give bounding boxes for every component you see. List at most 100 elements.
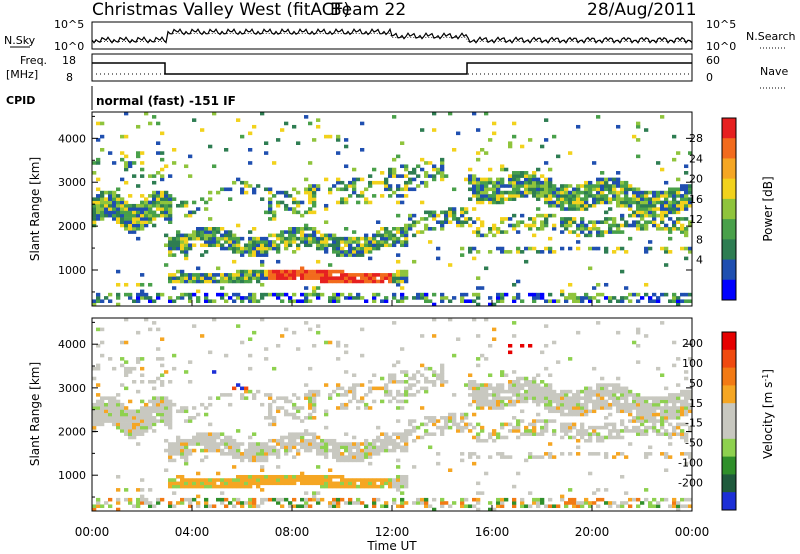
- heatmap-cell: [520, 174, 525, 178]
- heatmap-cell: [668, 250, 673, 254]
- heatmap-cell: [380, 448, 385, 453]
- heatmap-cell: [240, 134, 245, 139]
- heatmap-cell: [540, 292, 545, 297]
- heatmap-cell: [260, 478, 265, 482]
- heatmap-cell: [172, 442, 177, 446]
- heatmap-cell: [128, 501, 133, 505]
- heatmap-cell: [572, 425, 577, 430]
- heatmap-cell: [684, 256, 689, 261]
- heatmap-cell: [440, 220, 445, 224]
- heatmap-cell: [488, 138, 493, 142]
- heatmap-cell: [560, 452, 565, 456]
- heatmap-cell: [548, 292, 553, 297]
- heatmap-cell: [616, 399, 621, 404]
- heatmap-cell: [496, 299, 501, 304]
- heatmap-cell: [656, 223, 661, 228]
- heatmap-cell: [116, 422, 121, 427]
- heatmap-cell: [268, 416, 273, 420]
- heatmap-cell: [328, 269, 333, 274]
- heatmap-cell: [616, 184, 621, 188]
- heatmap-cell: [632, 406, 637, 410]
- heatmap-cell: [380, 481, 385, 486]
- heatmap-cell: [636, 227, 641, 231]
- heatmap-cell: [676, 227, 681, 231]
- heatmap-cell: [504, 197, 509, 201]
- heatmap-cell: [120, 151, 125, 155]
- heatmap-cell: [404, 227, 409, 231]
- heatmap-cell: [252, 448, 257, 453]
- heatmap-cell: [432, 317, 437, 322]
- heatmap-cell: [284, 203, 289, 208]
- heatmap-cell: [104, 402, 109, 407]
- heatmap-cell: [652, 419, 657, 423]
- heatmap-cell: [136, 442, 141, 446]
- heatmap-cell: [536, 402, 541, 407]
- heatmap-cell: [344, 432, 349, 436]
- heatmap-cell: [316, 230, 321, 234]
- heatmap-cell: [604, 425, 609, 430]
- heatmap-cell: [568, 501, 573, 505]
- heatmap-cell: [124, 360, 129, 364]
- heatmap-cell: [532, 246, 537, 251]
- heatmap-cell: [592, 409, 597, 414]
- heatmap-cell: [672, 292, 677, 297]
- heatmap-cell: [368, 461, 373, 466]
- heatmap-cell: [136, 429, 141, 433]
- heatmap-cell: [124, 412, 129, 417]
- heatmap-cell: [560, 399, 565, 404]
- heatmap-cell: [592, 223, 597, 228]
- heatmap-cell: [204, 279, 209, 284]
- heatmap-cell: [636, 429, 641, 433]
- heatmap-cell: [368, 448, 373, 453]
- heatmap-cell: [388, 448, 393, 453]
- heatmap-cell: [432, 507, 437, 512]
- heatmap-cell: [148, 203, 153, 208]
- heatmap-cell: [132, 230, 137, 234]
- heatmap-cell: [588, 203, 593, 208]
- heatmap-cell: [336, 250, 341, 254]
- heatmap-cell: [264, 236, 269, 241]
- heatmap-cell: [312, 442, 317, 446]
- heatmap-cell: [508, 429, 513, 433]
- heatmap-cell: [460, 501, 465, 505]
- heatmap-cell: [480, 429, 485, 433]
- heatmap-cell: [192, 484, 197, 489]
- heatmap-cell: [96, 406, 101, 410]
- heatmap-cell: [600, 389, 605, 394]
- heatmap-cell: [140, 174, 145, 178]
- heatmap-cell: [668, 230, 673, 234]
- heatmap-cell: [140, 416, 145, 420]
- heatmap-cell: [376, 292, 381, 297]
- heatmap-cell: [304, 448, 309, 453]
- heatmap-cell: [460, 253, 465, 257]
- heatmap-cell: [656, 227, 661, 231]
- heatmap-cell: [612, 396, 617, 400]
- heatmap-cell: [260, 481, 265, 486]
- heatmap-cell: [244, 246, 249, 251]
- heatmap-cell: [684, 227, 689, 231]
- heatmap-cell: [160, 380, 165, 384]
- heatmap-cell: [424, 299, 429, 304]
- heatmap-cell: [356, 445, 361, 450]
- heatmap-cell: [192, 438, 197, 443]
- heatmap-cell: [108, 416, 113, 420]
- heatmap-cell: [184, 445, 189, 450]
- heatmap-cell: [432, 370, 437, 374]
- heatmap-cell: [520, 343, 525, 348]
- heatmap-cell: [624, 406, 629, 410]
- heatmap-cell: [348, 273, 353, 277]
- heatmap-cell: [540, 350, 545, 355]
- heatmap-cell: [512, 402, 517, 407]
- heatmap-cell: [564, 200, 569, 205]
- heatmap-cell: [560, 494, 565, 499]
- heatmap-cell: [596, 246, 601, 251]
- heatmap-cell: [544, 177, 549, 182]
- heatmap-cell: [540, 497, 545, 502]
- heatmap-cell: [544, 197, 549, 201]
- heatmap-cell: [284, 190, 289, 195]
- heatmap-cell: [524, 223, 529, 228]
- heatmap-cell: [264, 448, 269, 453]
- heatmap-cell: [680, 184, 685, 188]
- heatmap-cell: [492, 406, 497, 410]
- heatmap-cell: [640, 432, 645, 436]
